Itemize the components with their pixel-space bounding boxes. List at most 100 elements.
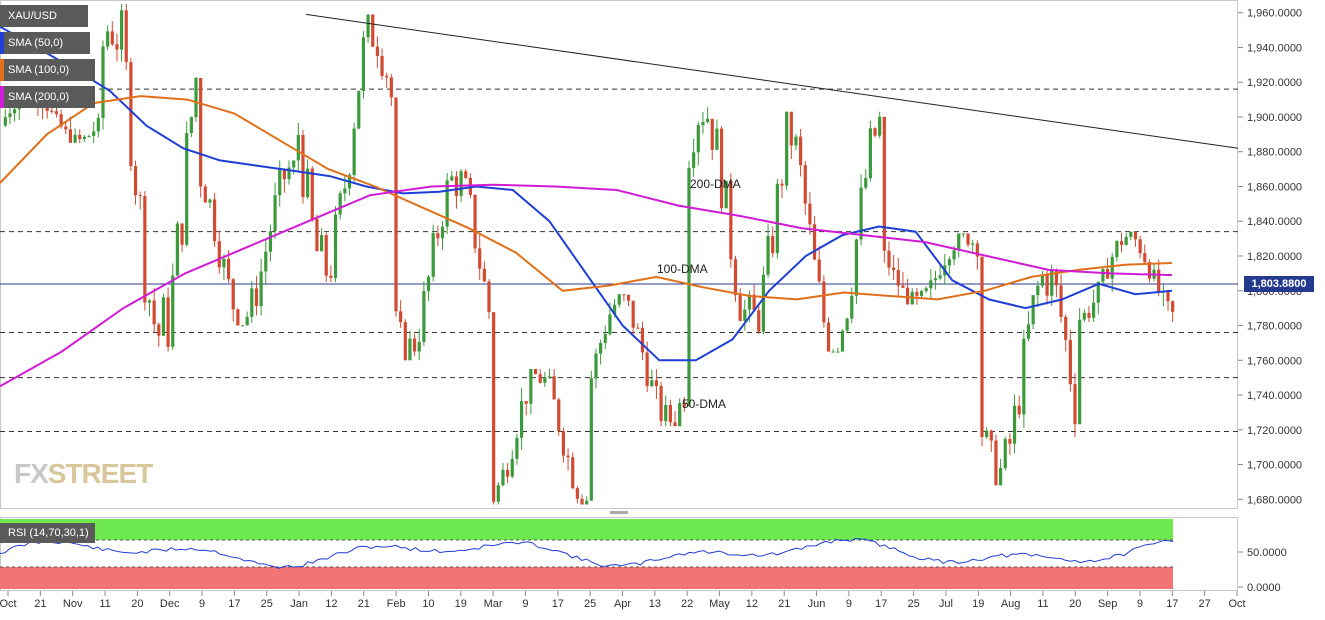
x-tick-label: Oct <box>1228 598 1245 610</box>
candle-body <box>845 318 849 331</box>
y-tick-label: 1,720.0000 <box>1247 425 1302 437</box>
candle-body <box>715 128 719 150</box>
candle-body <box>603 334 607 344</box>
candle-body <box>915 291 919 296</box>
trendline <box>305 13 1239 149</box>
x-tick-label: 20 <box>1069 598 1081 610</box>
candle-body <box>417 341 421 352</box>
candle-body <box>1133 231 1138 240</box>
x-tick-label: 11 <box>1037 598 1048 610</box>
candle-body <box>301 134 305 198</box>
candle-body <box>180 223 184 245</box>
candle-body <box>887 250 891 268</box>
candle-body <box>78 134 82 140</box>
candle-body <box>696 124 700 153</box>
candle-body <box>961 233 965 235</box>
candle-body <box>1012 405 1017 444</box>
candle-body <box>710 118 714 150</box>
candle-body <box>873 128 877 136</box>
y-tick-label: 1,740.0000 <box>1247 390 1302 402</box>
x-tick-label: 20 <box>131 598 143 610</box>
candle-body <box>622 294 626 296</box>
candle-body <box>250 288 254 317</box>
candle-body <box>966 233 970 245</box>
candle-body <box>282 169 286 180</box>
candle-body <box>185 133 189 245</box>
candle-body <box>501 469 505 486</box>
candle-body <box>543 377 547 383</box>
candle-body <box>1138 239 1142 254</box>
candle-body <box>733 259 738 296</box>
candle-body <box>919 291 924 296</box>
x-tick-label: 25 <box>907 598 919 610</box>
candle-body <box>273 195 277 232</box>
candle-body <box>687 167 691 407</box>
candle-body <box>1059 285 1063 317</box>
x-tick-label: 9 <box>522 598 528 610</box>
fxstreet-watermark: FXSTREET <box>14 458 153 490</box>
candle-body <box>826 322 831 352</box>
candle-body <box>659 386 663 422</box>
candle-body <box>231 279 235 310</box>
x-tick-label: Jan <box>290 598 308 610</box>
legend-sma200-label: SMA (200,0) <box>8 91 70 103</box>
x-tick-label: Aug <box>1001 598 1021 610</box>
candle-body <box>115 44 119 50</box>
candle-body <box>822 281 826 323</box>
candle-body <box>143 196 147 303</box>
candle-body <box>306 168 310 198</box>
candle-body <box>329 275 333 278</box>
candle-body <box>208 199 212 203</box>
y-tick-label: 1,680.0000 <box>1247 494 1302 506</box>
candle-body <box>352 128 356 176</box>
legend-symbol-label: XAU/USD <box>8 10 57 22</box>
legend-symbol: XAU/USD <box>0 5 88 27</box>
x-tick-label: 11 <box>99 598 110 610</box>
x-tick-label: 9 <box>1137 598 1143 610</box>
y-tick-label: 1,880.0000 <box>1247 147 1302 159</box>
y-tick-label: 1,760.0000 <box>1247 355 1302 367</box>
candle-body <box>552 376 556 400</box>
candle-body <box>101 46 105 118</box>
x-tick-label: 17 <box>552 598 564 610</box>
x-axis: Oct 21 Nov 11 20 Dec 9 17 25 Jan 12 21 Feb 10 19 Mar 9 17… <box>0 591 1246 610</box>
candle-body <box>1068 339 1072 385</box>
candle-body <box>608 314 612 335</box>
candle-body <box>240 325 245 327</box>
candle-body <box>319 235 324 252</box>
candle-body <box>529 368 533 404</box>
candle-body <box>1031 295 1035 325</box>
candle-body <box>1171 301 1175 312</box>
candle-body <box>994 440 998 486</box>
candle-body <box>296 134 300 161</box>
candle-body <box>371 14 375 47</box>
candle-body <box>864 177 868 188</box>
candle-body <box>124 10 128 63</box>
plot-frame <box>0 0 1238 509</box>
y-tick-label: 1,700.0000 <box>1247 460 1302 472</box>
candle-body <box>1017 405 1021 415</box>
candle-body <box>585 500 589 505</box>
candle-body <box>1078 319 1082 425</box>
candle-body <box>947 259 952 266</box>
x-tick-label: Jun <box>808 598 826 610</box>
candle-body <box>1157 269 1161 293</box>
candle-body <box>654 380 659 387</box>
candle-body <box>952 250 956 260</box>
x-tick-label: 12 <box>325 598 337 610</box>
candle-body <box>524 401 528 404</box>
candle-body <box>129 62 133 167</box>
rsi-line <box>0 537 1174 569</box>
candle-body <box>859 187 863 240</box>
candle-body <box>631 300 635 328</box>
candle-body <box>533 368 538 375</box>
candle-body <box>789 111 793 146</box>
candle-body <box>171 275 175 347</box>
x-tick-label: 19 <box>972 598 984 610</box>
y-axis: 1,960.0000 1,940.0000 1,920.0000 1,900.0000… <box>1238 8 1302 506</box>
candle-body <box>1143 253 1147 263</box>
candle-body <box>1115 241 1119 258</box>
candle-body <box>292 160 296 168</box>
candles <box>3 4 1175 505</box>
